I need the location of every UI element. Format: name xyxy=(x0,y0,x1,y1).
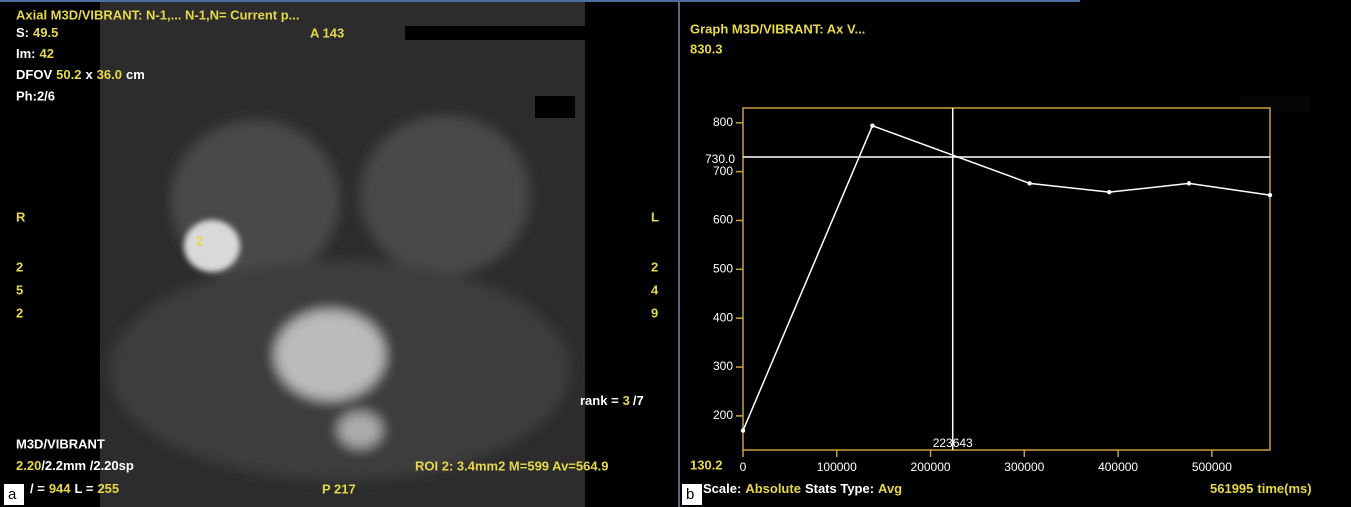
side-number: 2 xyxy=(16,305,23,320)
info-line: S:49.5 xyxy=(16,25,58,40)
x-tick-label: 300000 xyxy=(1004,460,1044,474)
side-number: 4 xyxy=(651,282,659,297)
roi-label: 2 xyxy=(196,233,203,248)
orientation-marker: L xyxy=(651,209,659,224)
chart-title: Graph M3D/VIBRANT: Ax V... xyxy=(690,21,865,36)
y-tick-label: 600 xyxy=(713,213,733,227)
side-number: 2 xyxy=(16,259,23,274)
x-tick-label: 100000 xyxy=(817,460,857,474)
data-point xyxy=(1027,181,1031,185)
x-tick-label: 500000 xyxy=(1192,460,1232,474)
data-point xyxy=(741,428,745,432)
side-number: 9 xyxy=(651,305,658,320)
info-line: Ph:2/6 xyxy=(16,88,55,103)
info-line: M3D/VIBRANT xyxy=(16,436,105,451)
y-max-label: 830.3 xyxy=(690,41,723,56)
y-min-label: 130.2 xyxy=(690,457,723,472)
y-tick-label: 500 xyxy=(713,262,733,276)
y-tick-label: 300 xyxy=(713,359,733,373)
breast-left xyxy=(360,115,530,275)
panel-label: a xyxy=(8,486,17,503)
figure: Axial M3D/VIBRANT: N-1,... N-1,N= Curren… xyxy=(0,0,1351,507)
data-point xyxy=(870,124,874,128)
redaction xyxy=(405,26,585,40)
x-tick-label: 400000 xyxy=(1098,460,1138,474)
info-line: 2.20/2.2mm /2.20sp xyxy=(16,458,134,473)
data-point xyxy=(1107,190,1111,194)
side-number: 2 xyxy=(651,259,658,274)
panel-label: b xyxy=(686,486,694,503)
bright-region xyxy=(338,412,382,448)
cursor-x-label: 223643 xyxy=(933,436,973,450)
bright-region xyxy=(275,310,385,400)
header: Axial M3D/VIBRANT: N-1,... N-1,N= Curren… xyxy=(16,7,300,22)
lesion xyxy=(184,220,240,272)
y-tick-label: 200 xyxy=(713,408,733,422)
anterior-label: A 143 xyxy=(310,25,344,40)
x-tick-label: 200000 xyxy=(911,460,951,474)
chart-panel xyxy=(680,0,1351,507)
y-tick-label: 400 xyxy=(713,310,733,324)
roi-stats: ROI 2: 3.4mm2 M=599 Av=564.9 xyxy=(415,458,608,473)
data-point xyxy=(1268,193,1272,197)
redaction xyxy=(1240,96,1310,112)
orientation-marker: R xyxy=(16,209,26,224)
info-line: Im:42 xyxy=(16,46,54,61)
x-tick-label: 0 xyxy=(740,460,747,474)
cursor-y-label: 730.0 xyxy=(705,152,735,166)
redaction xyxy=(535,96,575,118)
rank-line: rank =3/7 xyxy=(580,393,644,408)
side-number: 5 xyxy=(16,282,23,297)
posterior-label: P 217 xyxy=(322,481,356,496)
y-tick-label: 800 xyxy=(713,115,733,129)
data-point xyxy=(1187,181,1191,185)
